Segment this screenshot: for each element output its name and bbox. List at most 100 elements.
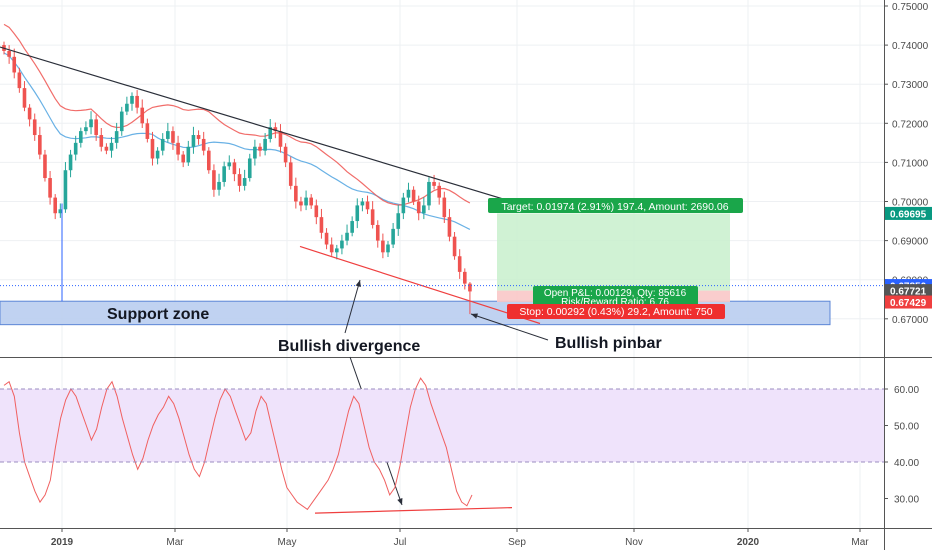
candle-body [43, 154, 47, 179]
divergence-arrow-up [344, 279, 361, 334]
candle-body [268, 127, 273, 139]
candle-body [89, 119, 93, 128]
candle-body [278, 131, 283, 147]
bullish-divergence-label: Bullish divergence [278, 338, 420, 355]
candle-body [406, 189, 411, 198]
candle-body [22, 88, 27, 108]
rsi-line [3, 377, 473, 511]
open-pnl-tag-background [533, 286, 698, 306]
candle-body [38, 135, 42, 155]
candle-body [160, 138, 165, 151]
rsi-pane [0, 377, 884, 514]
target-label: Target: 0.01974 (2.91%) 197.4, Amount: 2… [501, 201, 728, 213]
candle-body [217, 181, 221, 190]
candle-body [283, 146, 288, 163]
candle-body [329, 244, 334, 253]
candle-body [73, 142, 78, 155]
candle-body [58, 209, 63, 214]
candle-body [176, 142, 180, 155]
candle-body [258, 146, 262, 151]
candle-body [166, 131, 170, 139]
price-tick-label: 0.69000 [892, 237, 929, 248]
candle-body [375, 224, 380, 241]
price-marker-label: 0.69695 [890, 209, 927, 220]
candle-body [427, 181, 431, 206]
price-tick-label: 0.72000 [892, 119, 929, 130]
price-tick-label: 0.74000 [892, 41, 929, 52]
candle-body [335, 248, 339, 253]
time-tick-label: 2019 [51, 537, 74, 548]
price-marker-label: 0.67721 [890, 287, 927, 298]
candle-body [191, 135, 196, 147]
support-trendline[interactable] [299, 245, 541, 325]
rsi-band [0, 389, 884, 462]
candle-body [135, 95, 139, 108]
candle-body [247, 158, 252, 179]
candle-body [442, 197, 447, 218]
target-zone[interactable] [497, 213, 730, 291]
candle-body [350, 221, 354, 233]
candle-body [468, 283, 472, 292]
time-tick-label: Sep [508, 537, 526, 548]
candle-body [232, 162, 237, 175]
candle-body [309, 197, 313, 206]
candle-body [63, 170, 68, 210]
candle-body [432, 181, 436, 186]
resistance-trendline[interactable] [0, 46, 519, 205]
candle-body [155, 150, 160, 159]
candle-body [27, 107, 32, 120]
candle-body [53, 197, 57, 214]
candle-body [68, 154, 73, 171]
price-tick-label: 0.70000 [892, 198, 929, 209]
candle-body [237, 174, 242, 186]
time-axis[interactable]: 2019 Mar May Jul Sep Nov 2020 Mar [51, 528, 869, 548]
candle-body [186, 146, 191, 163]
candle-body [212, 170, 216, 190]
candle-body [84, 127, 88, 132]
price-tick-label: 0.67000 [892, 315, 929, 326]
candle-body [181, 154, 185, 163]
candle-body [360, 201, 365, 206]
divergence-arrow-down-head [397, 498, 403, 505]
candle-body [422, 205, 426, 214]
candle-body [340, 240, 344, 249]
candle-body [391, 228, 395, 245]
candle-body [130, 95, 134, 104]
candle-body [437, 185, 441, 198]
support-zone-label: Support zone [107, 306, 209, 323]
pinbar-arrow [470, 313, 549, 341]
candle-body [150, 138, 155, 159]
candle-body [201, 138, 206, 151]
candle-body [273, 127, 278, 132]
candle-body [345, 232, 349, 241]
candle-body [381, 240, 385, 253]
candle-body [401, 197, 406, 214]
candle-body [171, 131, 175, 143]
candle-body [196, 135, 201, 139]
price-tick-label: 0.71000 [892, 158, 929, 169]
candles [2, 41, 472, 315]
price-axis[interactable]: 0.75000 0.74000 0.73000 0.72000 0.71000 0.700… [884, 2, 932, 506]
target-tag-background [488, 198, 743, 213]
stop-tag-background [507, 304, 725, 319]
candle-body [99, 135, 104, 147]
candle-body [48, 178, 52, 198]
candle-body [294, 185, 298, 202]
candle-body [263, 138, 267, 151]
candle-body [222, 166, 226, 182]
candle-body [227, 162, 232, 167]
candle-body [114, 131, 119, 143]
candle-body [79, 131, 83, 143]
annotations: Bullish divergence Bullish pinbar [278, 335, 662, 355]
price-marker-label: 0.67429 [890, 298, 927, 309]
candle-body [452, 236, 457, 257]
pinbar-arrow-head [471, 313, 478, 319]
time-tick-label: Mar [166, 537, 184, 548]
candle-body [94, 119, 98, 136]
time-tick-label: Jul [394, 537, 407, 548]
rsi-divergence-line [314, 507, 513, 514]
candle-body [463, 271, 467, 284]
time-tick-label: Mar [851, 537, 869, 548]
